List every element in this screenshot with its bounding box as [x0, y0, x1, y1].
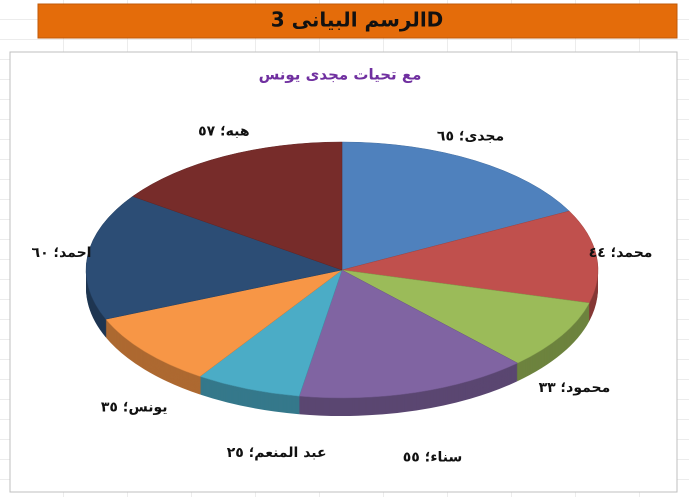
- slice: عبد المنعم: [199, 269, 343, 397]
- slice: احمد: [85, 196, 343, 320]
- slice: يونس: [105, 269, 343, 377]
- data-label: يونس؛ ٣٥: [101, 399, 168, 415]
- data-label: محمود؛ ٣٣: [539, 380, 611, 396]
- chart-title: مع تحيات مجدى يونس: [259, 66, 422, 84]
- slice: محمد: [341, 210, 599, 304]
- data-label: سناء؛ ٥٥: [403, 449, 462, 465]
- data-label: هبه؛ ٥٧: [198, 123, 249, 139]
- header-band: [37, 3, 678, 39]
- data-label: عبد المنعم؛ ٢٥: [227, 445, 327, 461]
- slice: سناء: [298, 269, 519, 399]
- data-label: محمد؛ ٤٤: [589, 245, 653, 261]
- slice: محمود: [341, 269, 590, 364]
- slice: هبه: [132, 141, 343, 271]
- data-label: احمد؛ ٦٠: [32, 245, 92, 261]
- slice: مجدى: [341, 141, 570, 271]
- header-title: الرسم البيانى 3D: [271, 8, 444, 32]
- data-label: مجدى؛ ٦٥: [437, 129, 504, 145]
- pie: مجدىمحمدمحمودسناءعبد المنعميونساحمدهبه: [85, 141, 599, 416]
